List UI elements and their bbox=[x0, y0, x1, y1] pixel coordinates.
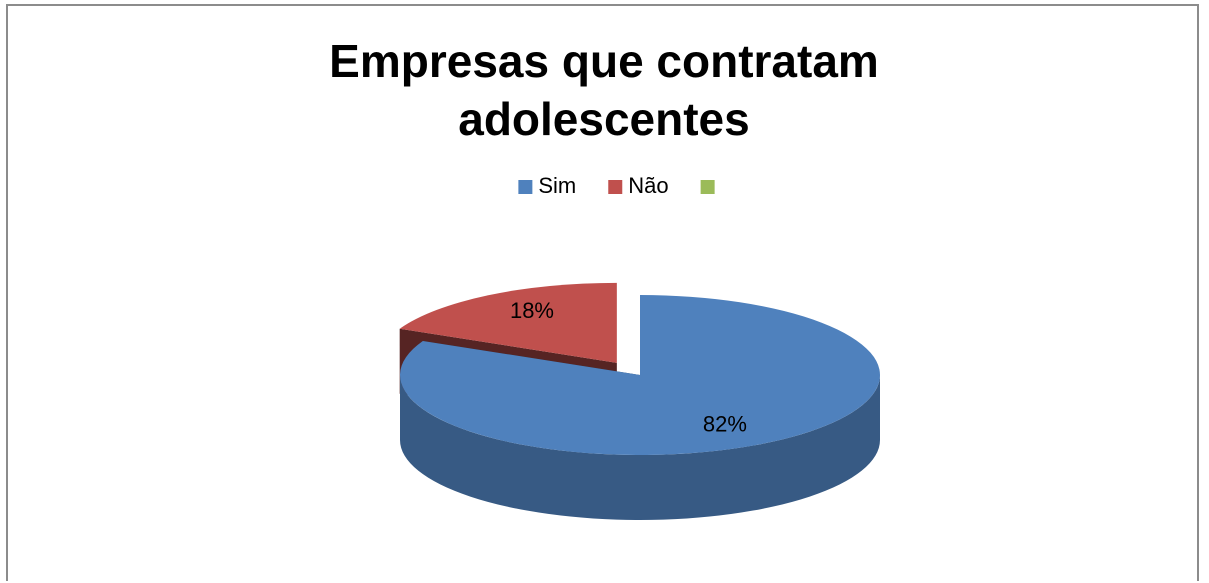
chart-title: Empresas que contratam adolescentes bbox=[329, 35, 879, 145]
slice bbox=[399, 295, 881, 455]
legend-swatch bbox=[608, 180, 623, 194]
legend-swatch bbox=[700, 180, 715, 194]
data-label: 18% bbox=[510, 298, 554, 323]
legend-swatch bbox=[518, 180, 533, 194]
legend-label: Sim bbox=[538, 173, 576, 198]
legend: Sim Não bbox=[518, 173, 715, 198]
data-label: 82% bbox=[703, 411, 747, 436]
slice bbox=[399, 282, 617, 363]
legend-label: Não bbox=[628, 173, 668, 198]
chart-frame bbox=[6, 4, 1199, 581]
slice-side bbox=[400, 375, 880, 520]
